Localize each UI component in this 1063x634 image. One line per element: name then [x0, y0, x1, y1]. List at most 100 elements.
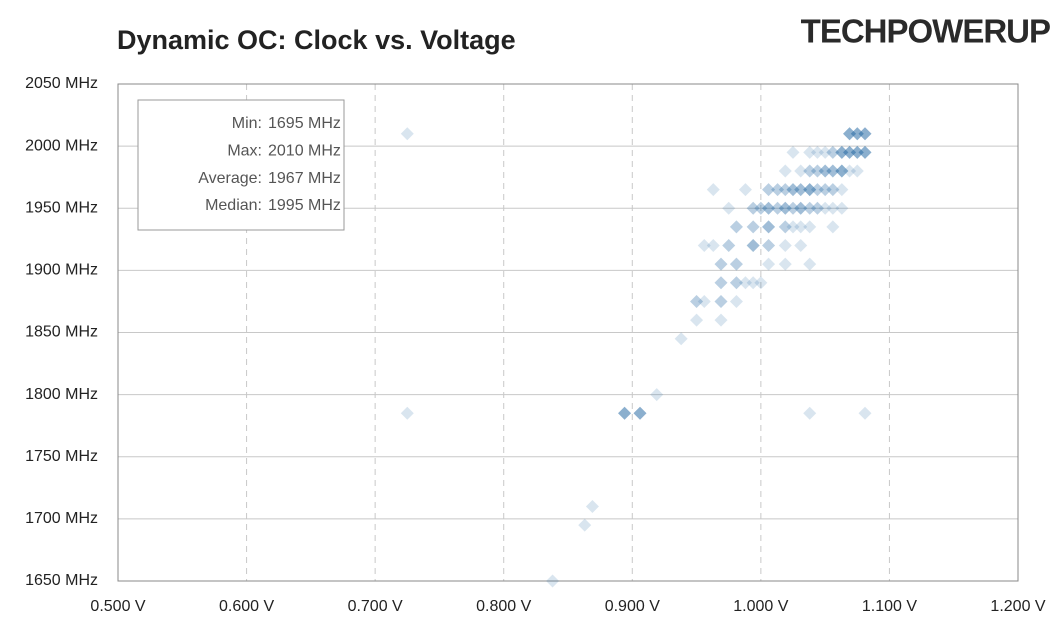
- data-point: [850, 145, 864, 159]
- data-point: [835, 164, 849, 178]
- data-point: [633, 406, 647, 420]
- data-point: [714, 257, 728, 271]
- data-point: [633, 406, 647, 420]
- data-point: [803, 201, 817, 215]
- stat-value: 2010 MHz: [268, 143, 341, 160]
- data-point: [850, 127, 864, 141]
- stat-label: Min:: [232, 115, 262, 132]
- data-point: [850, 145, 864, 159]
- data-point: [835, 164, 849, 178]
- data-point: [803, 164, 817, 178]
- data-point: [794, 239, 808, 253]
- data-point: [762, 220, 776, 234]
- data-point: [697, 294, 711, 308]
- chart-title: Dynamic OC: Clock vs. Voltage: [117, 25, 516, 55]
- data-point: [835, 145, 849, 159]
- data-point: [746, 276, 760, 290]
- data-point: [778, 257, 792, 271]
- data-point: [794, 183, 808, 197]
- data-point: [729, 257, 743, 271]
- data-point: [618, 406, 632, 420]
- stat-label: Max:: [227, 143, 262, 160]
- data-point: [778, 164, 792, 178]
- data-point: [546, 574, 560, 588]
- data-point: [826, 201, 840, 215]
- data-point: [843, 145, 857, 159]
- data-point: [738, 276, 752, 290]
- data-point: [835, 183, 849, 197]
- data-point: [786, 183, 800, 197]
- data-point: [762, 201, 776, 215]
- data-point: [400, 406, 414, 420]
- data-point: [818, 164, 832, 178]
- y-tick-label: 2050 MHz: [25, 75, 98, 92]
- data-point: [794, 201, 808, 215]
- data-point: [754, 201, 768, 215]
- data-point: [843, 145, 857, 159]
- data-point: [690, 294, 704, 308]
- x-tick-label: 0.800 V: [476, 598, 531, 615]
- data-point: [746, 220, 760, 234]
- data-point: [803, 145, 817, 159]
- data-point: [835, 145, 849, 159]
- data-point: [826, 164, 840, 178]
- data-point: [786, 183, 800, 197]
- y-tick-label: 1800 MHz: [25, 386, 98, 403]
- data-point: [729, 220, 743, 234]
- data-point: [729, 220, 743, 234]
- data-point: [746, 201, 760, 215]
- data-point: [633, 406, 647, 420]
- data-point: [762, 220, 776, 234]
- data-point: [690, 294, 704, 308]
- data-point: [843, 127, 857, 141]
- data-point: [858, 145, 872, 159]
- x-tick-label: 0.600 V: [219, 598, 274, 615]
- data-point: [618, 406, 632, 420]
- x-tick-label: 1.200 V: [990, 598, 1045, 615]
- data-point: [858, 145, 872, 159]
- data-point: [803, 406, 817, 420]
- data-point: [771, 201, 785, 215]
- data-point: [746, 201, 760, 215]
- data-point: [585, 499, 599, 513]
- data-point: [771, 183, 785, 197]
- data-point: [818, 201, 832, 215]
- data-point: [746, 220, 760, 234]
- data-point: [794, 183, 808, 197]
- data-point: [858, 145, 872, 159]
- data-point: [858, 127, 872, 141]
- stat-value: 1995 MHz: [268, 197, 341, 214]
- data-point: [858, 406, 872, 420]
- data-point: [843, 127, 857, 141]
- data-point: [826, 164, 840, 178]
- data-point: [818, 183, 832, 197]
- data-point: [729, 294, 743, 308]
- data-point: [762, 183, 776, 197]
- data-point: [850, 145, 864, 159]
- data-point: [771, 201, 785, 215]
- y-tick-label: 2000 MHz: [25, 137, 98, 154]
- data-point: [729, 276, 743, 290]
- data-point: [714, 276, 728, 290]
- data-point: [762, 201, 776, 215]
- data-point: [729, 276, 743, 290]
- data-point: [858, 145, 872, 159]
- data-point: [714, 257, 728, 271]
- data-point: [803, 183, 817, 197]
- data-point: [786, 183, 800, 197]
- data-point: [858, 127, 872, 141]
- data-point: [858, 127, 872, 141]
- data-point: [762, 201, 776, 215]
- data-point: [850, 127, 864, 141]
- data-point: [722, 201, 736, 215]
- data-point: [786, 201, 800, 215]
- data-point: [786, 201, 800, 215]
- plot-border: [117, 83, 1019, 582]
- data-point: [762, 220, 776, 234]
- data-point: [826, 220, 840, 234]
- logo: TECHPOWERUP: [801, 13, 1050, 50]
- data-point: [858, 127, 872, 141]
- y-tick-label: 1950 MHz: [25, 199, 98, 216]
- x-tick-label: 1.000 V: [733, 598, 788, 615]
